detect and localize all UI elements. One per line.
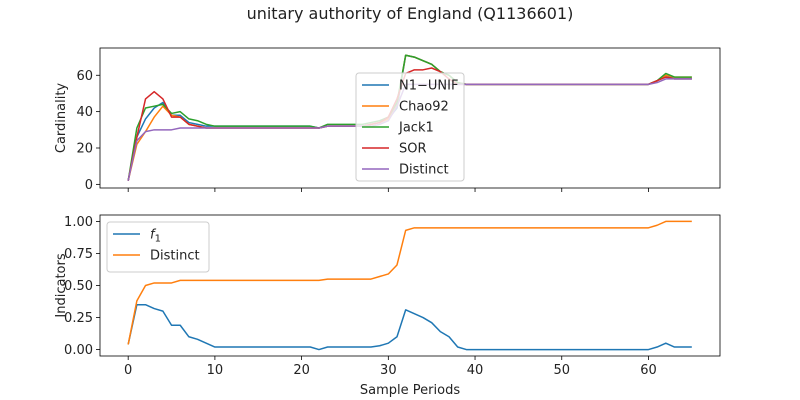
legend-box bbox=[106, 221, 210, 273]
y-tick-label: 0.00 bbox=[64, 343, 93, 358]
y-tick-label: 40 bbox=[76, 105, 93, 120]
y-tick-label: 0.50 bbox=[64, 279, 93, 294]
legend: f1 Distinct bbox=[106, 221, 210, 273]
x-tick-label: 50 bbox=[553, 363, 570, 378]
x-axis-label: Sample Periods bbox=[360, 383, 460, 398]
y-tick-label: 0.75 bbox=[64, 247, 93, 262]
y-tick-label: 20 bbox=[76, 142, 93, 157]
y-axis-label: Cardinality bbox=[54, 83, 69, 154]
legend-label-subscript: 1 bbox=[155, 234, 161, 245]
legend-label: Distinct bbox=[399, 163, 449, 178]
legend-label: Jack1 bbox=[398, 121, 434, 136]
x-tick-label: 0 bbox=[124, 363, 132, 378]
y-tick-label: 0 bbox=[85, 178, 93, 193]
figure-title: unitary authority of England (Q1136601) bbox=[247, 4, 574, 23]
cardinality-panel: 0 20 40 60 Cardinality N1−UNIF Chao92 Jack1 SOR D… bbox=[54, 47, 721, 193]
y-axis-label: Indicators bbox=[54, 253, 69, 317]
legend-label: f1 bbox=[150, 228, 161, 245]
legend-label: Chao92 bbox=[399, 100, 449, 115]
x-tick-label: 10 bbox=[207, 363, 224, 378]
y-tick-label: 1.00 bbox=[64, 215, 93, 230]
x-tick-label: 40 bbox=[467, 363, 484, 378]
legend-label: Distinct bbox=[150, 249, 200, 264]
axes-frame bbox=[99, 47, 721, 189]
series-line-1-0 bbox=[127, 303, 692, 351]
x-tick-label: 20 bbox=[293, 363, 310, 378]
x-tick-label: 30 bbox=[380, 363, 397, 378]
legend-box bbox=[355, 72, 465, 182]
x-tick-label: 60 bbox=[640, 363, 657, 378]
y-tick-label: 60 bbox=[76, 69, 93, 84]
legend-label: N1−UNIF bbox=[399, 79, 458, 94]
legend-label: SOR bbox=[399, 142, 427, 157]
series-line-1-1 bbox=[127, 220, 692, 345]
legend: N1−UNIF Chao92 Jack1 SOR Distinct bbox=[355, 72, 465, 182]
y-tick-label: 0.25 bbox=[64, 311, 93, 326]
indicators-panel: 0 10 20 30 40 50 60 0.00 0.25 0.50 0.75 1.00 Indicat… bbox=[54, 214, 721, 398]
